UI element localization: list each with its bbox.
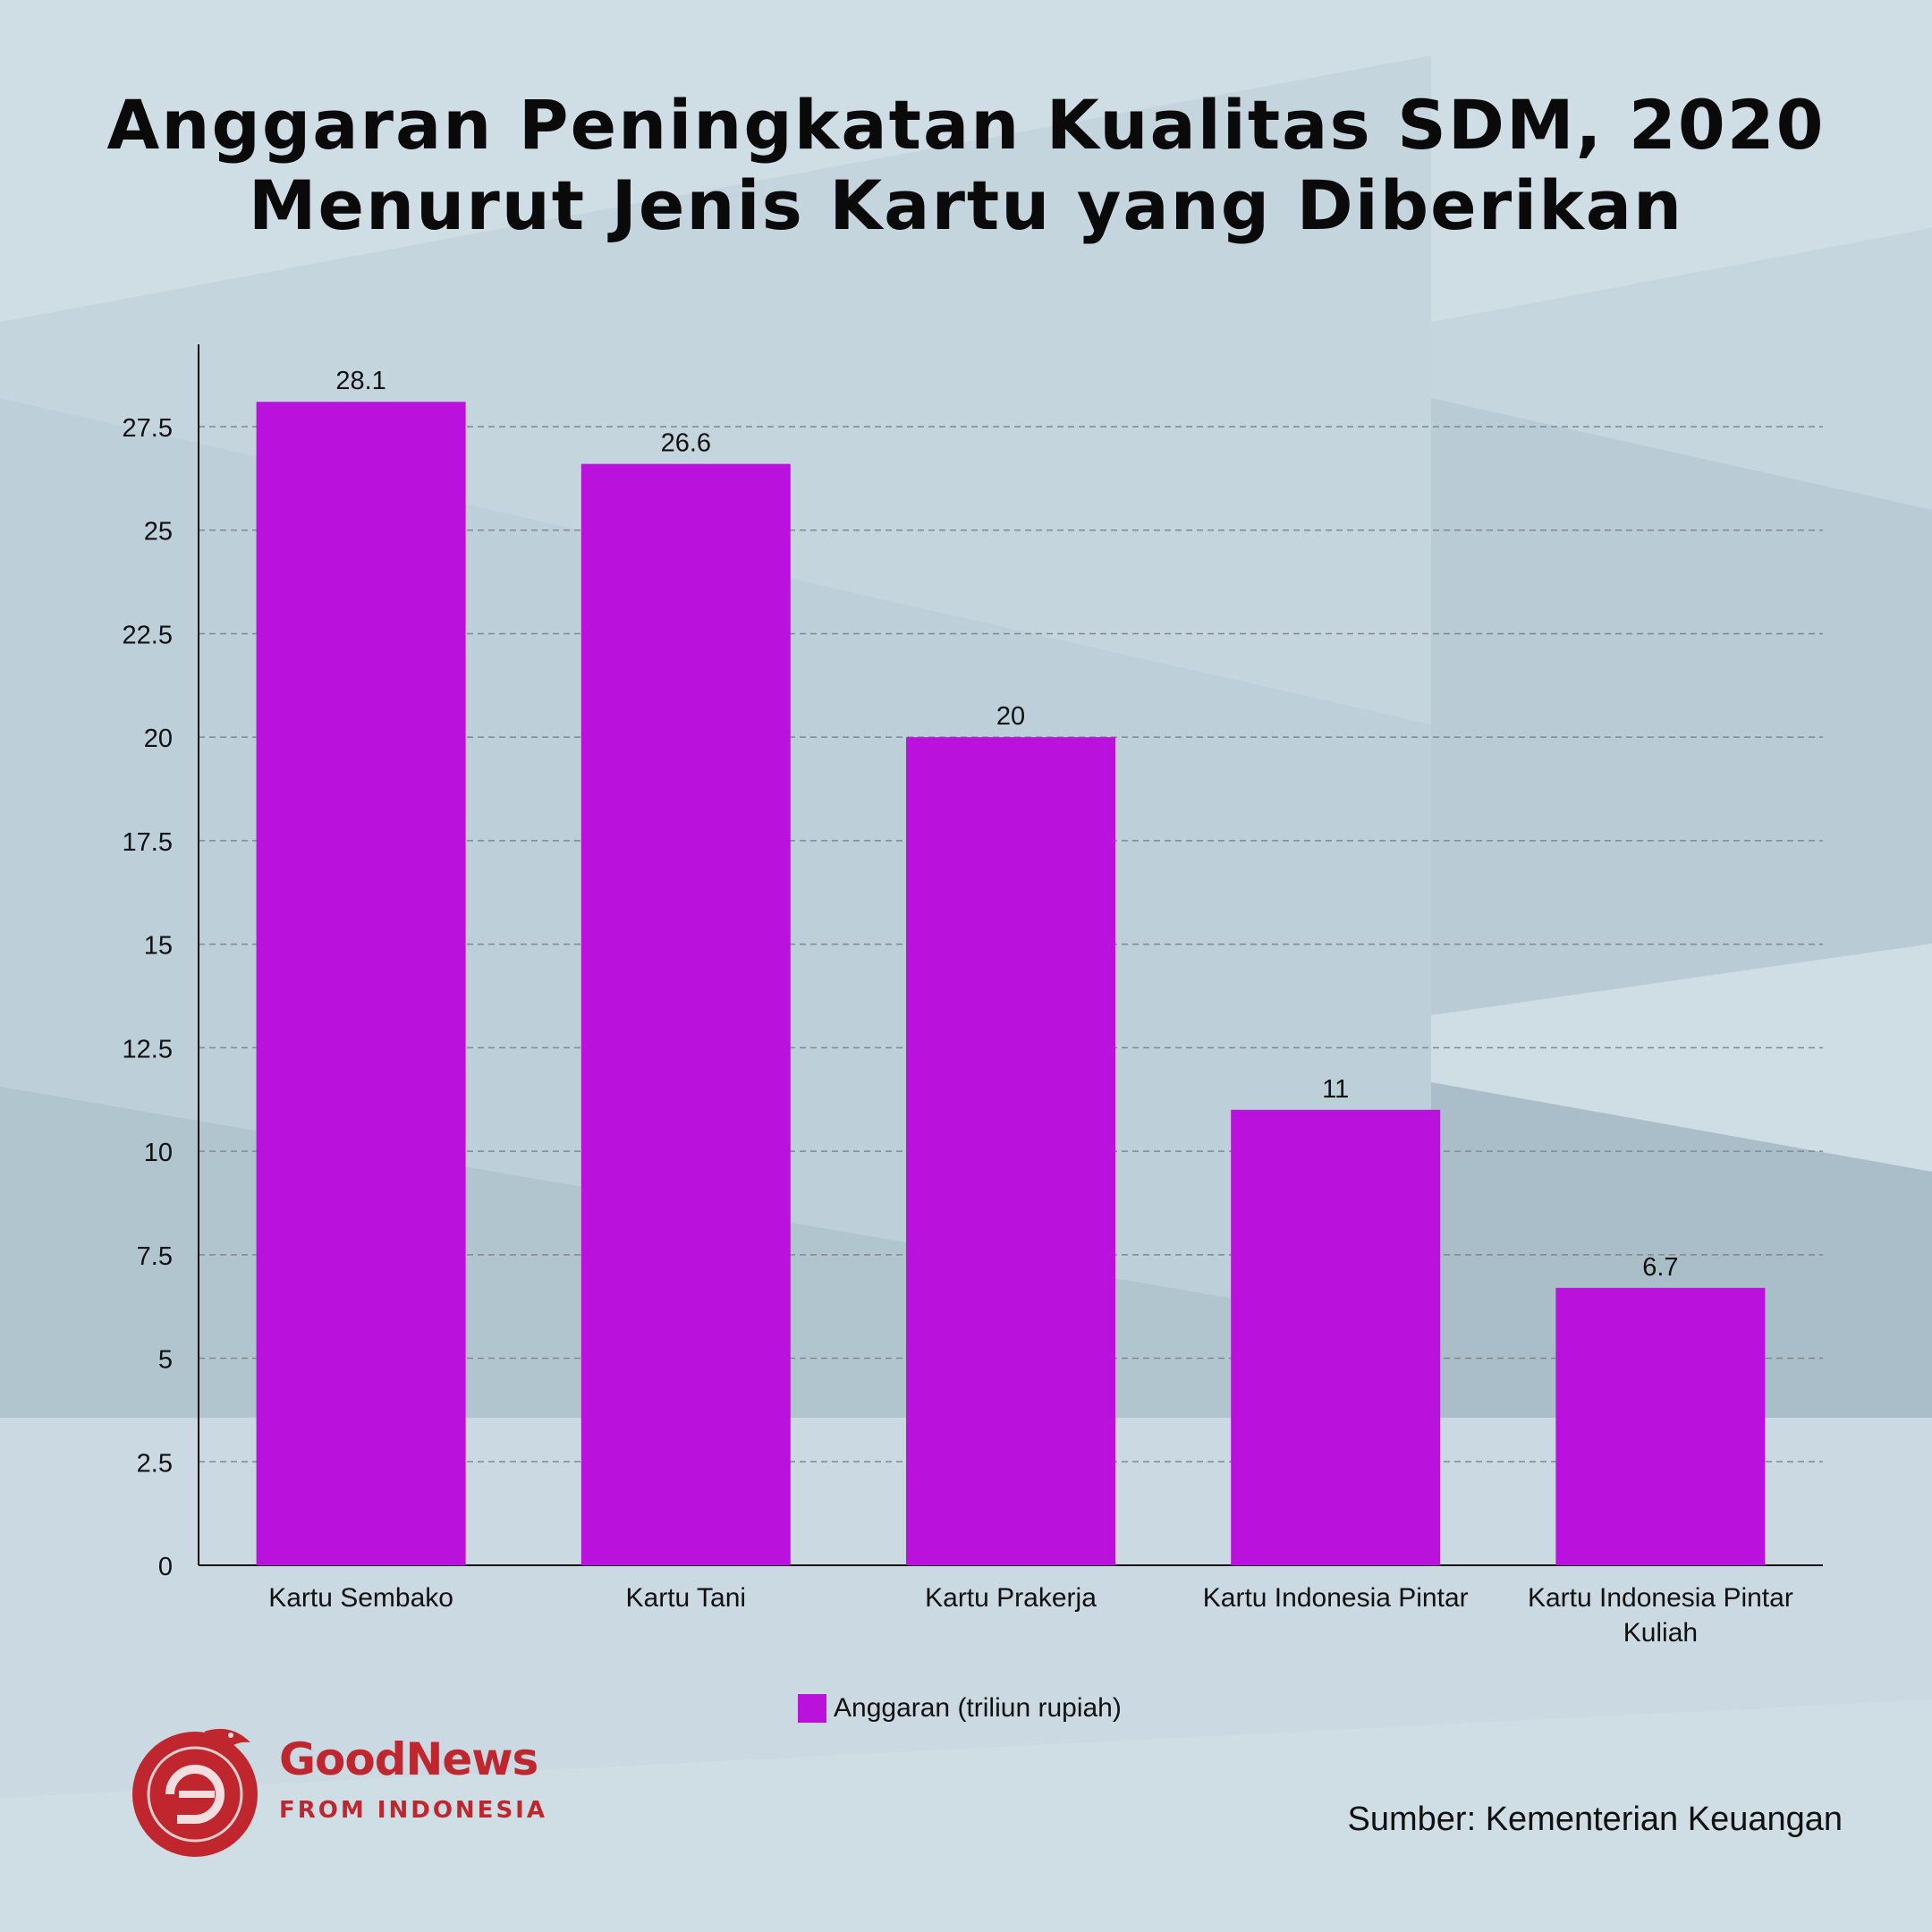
x-tick-label: Kartu Sembako [268,1583,453,1613]
logo-wordmark: GoodNews [279,1733,538,1785]
title-line-2: Menurut Jenis Kartu yang Diberikan [248,165,1684,245]
logo-tagline: FROM INDONESIA [279,1797,547,1824]
bar [906,737,1115,1565]
bar-value-label: 20 [996,702,1025,731]
y-tick-label: 2.5 [137,1449,173,1478]
y-tick-label: 25 [144,518,173,547]
y-tick-label: 10 [144,1139,173,1167]
y-tick-label: 27.5 [123,414,173,443]
y-tick-label: 17.5 [123,828,173,857]
bar [1231,1109,1441,1565]
bar [1555,1287,1766,1565]
y-tick-label: 12.5 [123,1035,173,1063]
bar [256,402,466,1565]
y-tick-label: 0 [158,1553,173,1581]
bar-value-label: 26.6 [661,429,711,458]
bar [580,463,791,1565]
legend-swatch [798,1694,826,1723]
x-tick-label: Kartu Indonesia Pintar [1528,1583,1793,1613]
title-line-1: Anggaran Peningkatan Kualitas SDM, 2020 [106,85,1826,165]
goodnews-logo: GoodNews FROM INDONESIA [125,1726,545,1857]
chart-title: Anggaran Peningkatan Kualitas SDM, 2020 … [0,85,1932,246]
bar-value-label: 6.7 [1642,1253,1678,1282]
y-tick-label: 15 [144,932,173,961]
y-tick-label: 22.5 [123,621,173,649]
garuda-emblem-icon [132,1728,258,1857]
legend: Anggaran (triliun rupiah) [798,1693,1122,1724]
bar-value-label: 28.1 [335,367,386,395]
x-tick-label: Kartu Tani [626,1583,747,1613]
x-tick-label: Kartu Indonesia Pintar [1203,1583,1469,1613]
y-tick-label: 20 [144,724,173,753]
source-note: Sumber: Kementerian Keuangan [1347,1801,1843,1838]
x-tick-label: Kuliah [1623,1618,1698,1648]
y-tick-label: 5 [158,1346,173,1375]
y-tick-label: 7.5 [137,1242,173,1271]
bar-value-label: 11 [1322,1075,1349,1104]
x-tick-label: Kartu Prakerja [925,1583,1097,1613]
legend-label: Anggaran (triliun rupiah) [834,1693,1122,1723]
